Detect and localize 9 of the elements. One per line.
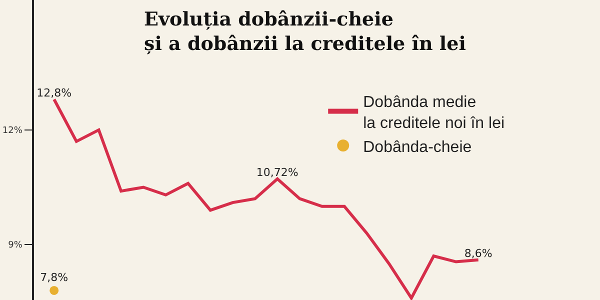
data-label: 8,6% <box>464 247 492 260</box>
y-tick-label: 12% <box>2 126 23 136</box>
y-tick-label: 9% <box>8 240 23 251</box>
data-label: 12,8% <box>36 86 72 100</box>
legend-label: Dobânda-cheie <box>363 138 472 156</box>
legend-label: Dobânda medie la creditele noi în lei <box>363 94 505 132</box>
data-label: 7,8% <box>40 271 68 284</box>
text: Evoluția dobânzii-cheie și a dobânzii la creditele în lei <box>144 8 466 56</box>
data-label: 10,72% <box>256 166 298 180</box>
